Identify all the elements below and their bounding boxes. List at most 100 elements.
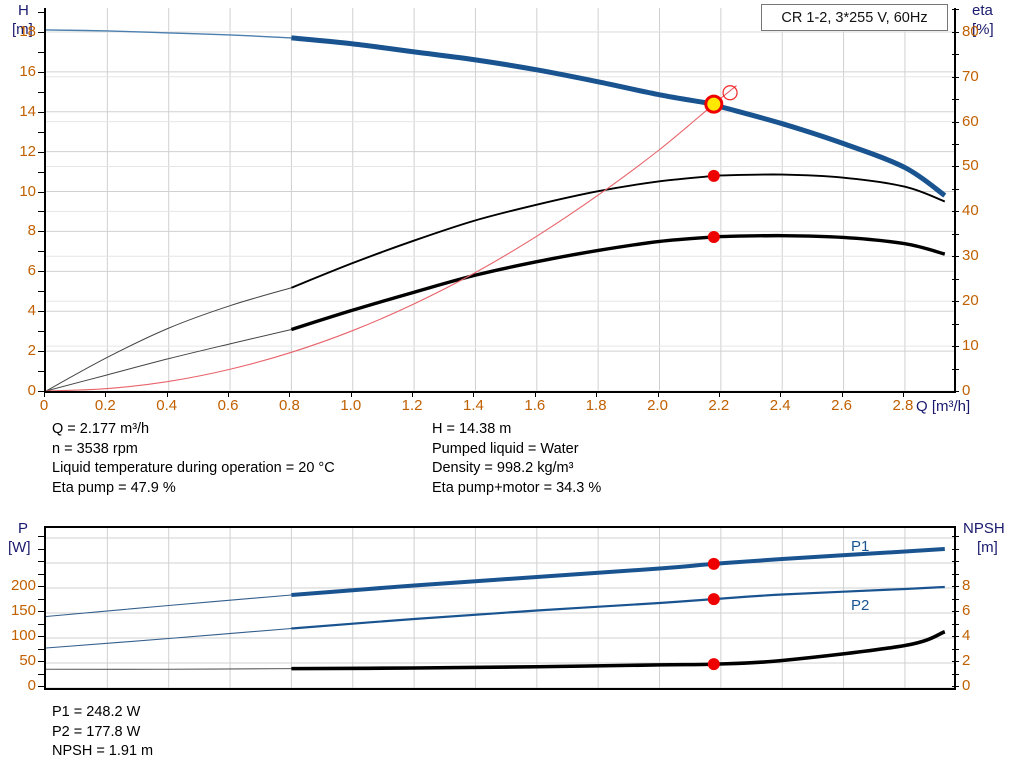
axis-tick-mark [38, 536, 45, 537]
axis-tick-mark [38, 91, 45, 93]
tick-label: 50 [962, 157, 979, 175]
axis-tick-mark [166, 391, 168, 397]
tick-label: 60 [962, 112, 979, 130]
tick-label: 0.6 [217, 397, 239, 414]
axis-tick-mark [38, 131, 45, 133]
axis-tick-mark [38, 151, 45, 153]
axis-tick-mark [952, 233, 959, 235]
axis-tick-mark [38, 391, 45, 392]
tick-label: 8 [962, 577, 971, 594]
axis-tick-mark [841, 391, 843, 397]
tick-label: 0 [39, 397, 49, 414]
axis-tick-mark [38, 251, 45, 253]
axis-tick-mark [38, 111, 45, 113]
axis-tick-mark [38, 623, 45, 625]
duty-flow-value: Q = 2.177 m³/h [52, 421, 150, 437]
top-y2-axis-label-line2: [%] [972, 21, 994, 38]
tick-label: 0 [27, 677, 36, 694]
axis-tick-mark [952, 166, 959, 168]
p2-series-label: P2 [851, 597, 870, 614]
axis-tick-mark [38, 586, 45, 587]
duty-point-left-column: Q = 2.177 m³/h n = 3538 rpm Liquid tempe… [52, 420, 335, 498]
tick-label: 0 [962, 677, 971, 694]
axis-tick-mark [38, 351, 45, 353]
tick-label: 16 [19, 62, 36, 80]
axis-tick-mark [473, 391, 475, 397]
bottom-y-axis-label-line2: [W] [8, 539, 31, 556]
tick-label: 200 [10, 577, 36, 594]
axis-tick-mark [952, 368, 959, 370]
tick-label: 2.2 [708, 397, 730, 414]
top-y-axis-label-line1: H [18, 2, 29, 19]
axis-tick-mark [657, 391, 659, 397]
tick-label: 70 [962, 67, 979, 85]
axis-tick-mark [952, 76, 959, 78]
tick-label: 6 [27, 262, 36, 280]
axis-tick-mark [952, 548, 959, 550]
tick-label: 14 [19, 102, 36, 120]
axis-tick-mark [952, 121, 959, 123]
axis-tick-mark [952, 54, 959, 56]
axis-tick-mark [952, 648, 959, 650]
axis-tick-mark [952, 99, 959, 101]
axis-tick-mark [38, 291, 45, 293]
axis-tick-mark [38, 311, 45, 313]
tick-label: 1.0 [340, 397, 362, 414]
axis-tick-mark [718, 391, 720, 397]
axis-tick-mark [952, 144, 959, 146]
duty-speed-value: n = 3538 rpm [52, 440, 138, 457]
axis-tick-mark [952, 673, 959, 675]
axis-tick-mark [38, 51, 45, 53]
tick-label: 30 [962, 247, 979, 265]
axis-tick-mark [38, 686, 45, 687]
tick-label: 150 [10, 602, 36, 619]
tick-label: 0 [962, 382, 971, 399]
bottom-y-axis-label-line1: P [18, 520, 29, 537]
axis-tick-mark [38, 573, 45, 575]
axis-tick-mark [38, 211, 45, 213]
axis-tick-mark [902, 391, 904, 397]
tick-label: 2 [962, 652, 971, 669]
tick-label: 0.8 [278, 397, 300, 414]
tick-label: 1.4 [463, 397, 484, 414]
axis-tick-mark [412, 391, 414, 397]
axis-tick-mark [38, 636, 45, 637]
tick-label: 1.2 [401, 397, 423, 414]
tick-label: 18 [19, 22, 36, 40]
axis-tick-mark [952, 346, 959, 348]
power-npsh-plot [44, 526, 956, 690]
p2-result-value: P2 = 177.8 W [52, 723, 141, 740]
axis-tick-mark [952, 536, 959, 537]
axis-tick-mark [952, 623, 959, 625]
bottom-y2-axis-label-line1: NPSH [963, 520, 1005, 537]
duty-eta-pump-motor-value: Eta pump+motor = 34.3 % [432, 479, 602, 496]
axis-tick-mark [38, 271, 45, 273]
tick-label: 0 [27, 382, 36, 399]
axis-tick-mark [952, 686, 959, 687]
tick-label: 4 [962, 627, 971, 644]
axis-tick-mark [38, 231, 45, 233]
duty-density-value: Density = 998.2 kg/m³ [432, 460, 574, 476]
top-chart-curves [46, 29, 947, 391]
npsh-result-value: NPSH = 1.91 m [52, 743, 154, 759]
axis-tick-mark [38, 371, 45, 373]
tick-label: 2 [27, 342, 36, 360]
tick-label: 50 [19, 652, 36, 669]
axis-tick-mark [228, 391, 230, 397]
axis-tick-mark [289, 391, 291, 397]
duty-liquid-value: Pumped liquid = Water [432, 440, 579, 457]
head-efficiency-plot [44, 8, 956, 393]
axis-tick-mark [350, 391, 352, 397]
axis-tick-mark [952, 573, 959, 575]
tick-label: 10 [19, 182, 36, 200]
axis-tick-mark [38, 11, 45, 13]
axis-tick-mark [38, 31, 45, 33]
tick-label: 1.6 [524, 397, 546, 414]
p1-series-label: P1 [851, 538, 870, 555]
axis-tick-mark [38, 661, 45, 662]
axis-tick-mark [952, 9, 959, 11]
tick-label: 80 [962, 22, 979, 40]
bottom-y2-axis-label-line2: [m] [977, 539, 998, 556]
duty-eta-pump-value: Eta pump = 47.9 % [52, 479, 176, 496]
power-results-block: P1 = 248.2 W P2 = 177.8 W NPSH = 1.91 m [52, 703, 153, 762]
